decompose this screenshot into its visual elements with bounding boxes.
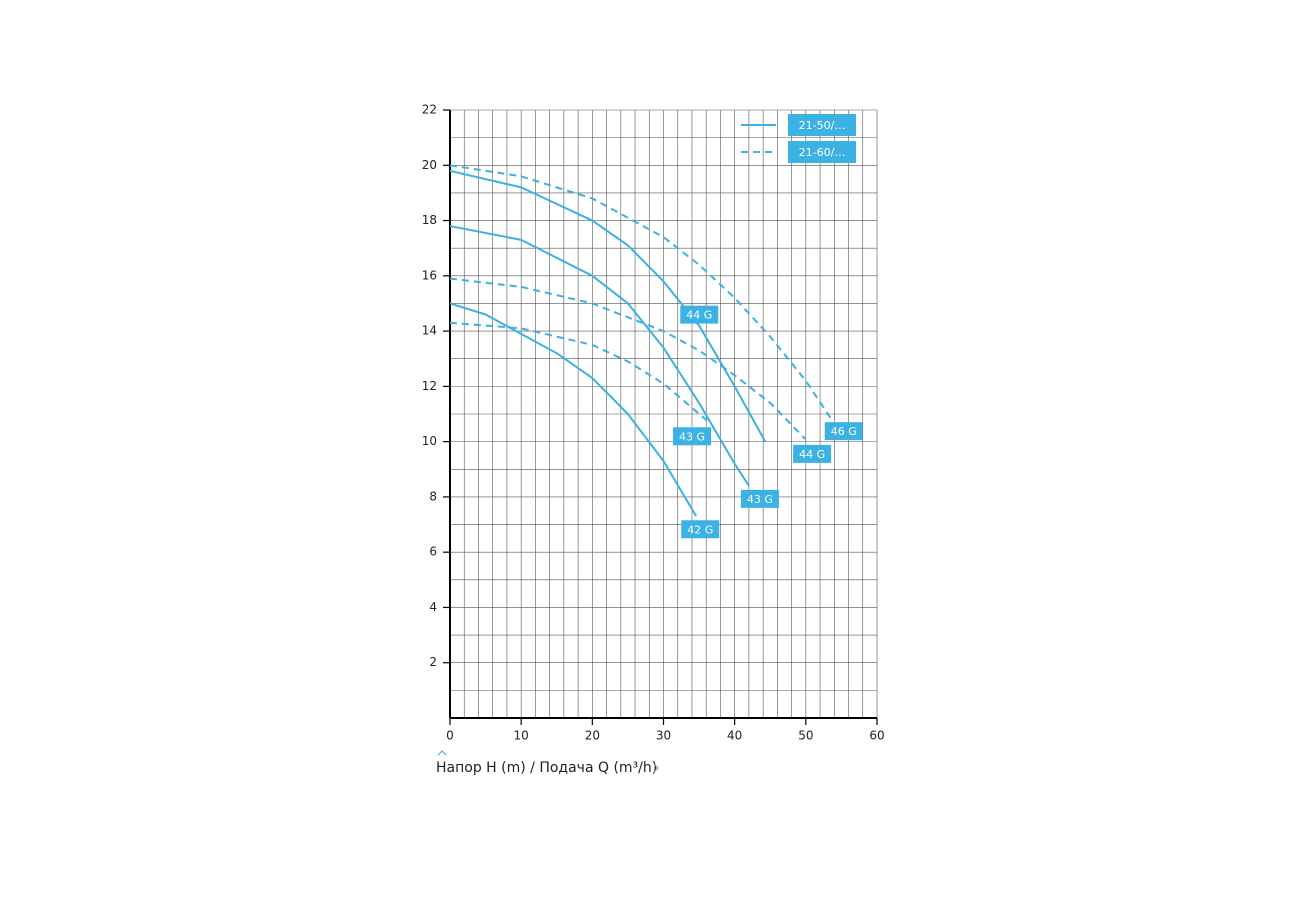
curve <box>449 169 767 443</box>
x-tick-label: 40 <box>727 729 742 743</box>
x-tick-label: 30 <box>656 729 671 743</box>
y-tick-label: 20 <box>422 158 437 172</box>
curve-label-box <box>680 305 719 324</box>
curve-label: 46 G <box>831 425 857 438</box>
y-tick-label: 4 <box>429 600 437 614</box>
y-tick-label: 12 <box>422 379 437 393</box>
x-tick-label: 0 <box>446 729 454 743</box>
curve-label-box <box>673 427 712 446</box>
y-tick-label: 10 <box>422 434 437 448</box>
curve-label-box <box>824 422 863 441</box>
curve-label: 44 G <box>799 448 825 461</box>
x-tick-label: 60 <box>869 729 884 743</box>
chevron-up[interactable] <box>437 750 447 756</box>
chevron-right[interactable] <box>653 763 659 773</box>
y-tick-label: 14 <box>422 324 437 338</box>
curve-label-box <box>681 520 720 539</box>
x-tick-label: 50 <box>798 729 813 743</box>
footer-text: Напор H (m) / Подача Q (m³/h) <box>436 760 657 776</box>
legend-box <box>788 114 856 136</box>
x-tick-label: 20 <box>585 729 600 743</box>
y-tick-label: 8 <box>429 489 437 503</box>
curve <box>449 321 710 424</box>
curve <box>449 277 806 440</box>
curve-label-box <box>740 489 779 508</box>
y-tick-label: 2 <box>429 655 437 669</box>
y-tick-label: 22 <box>422 103 437 117</box>
curve-label: 44 G <box>686 309 712 322</box>
curve-label-box <box>793 444 832 463</box>
legend-box <box>788 141 856 163</box>
legend-label: 21-50/… <box>799 119 846 132</box>
y-tick-label: 16 <box>422 268 437 282</box>
curve <box>449 302 698 517</box>
y-tick-label: 6 <box>429 545 437 559</box>
y-tick-label: 18 <box>422 213 437 227</box>
curve-label: 43 G <box>747 493 773 506</box>
legend-label: 21-60/… <box>799 146 846 159</box>
curve-label: 43 G <box>679 430 705 443</box>
curve <box>449 225 750 487</box>
curve <box>449 164 832 419</box>
x-tick-label: 10 <box>514 729 529 743</box>
curve-label: 42 G <box>687 523 713 536</box>
